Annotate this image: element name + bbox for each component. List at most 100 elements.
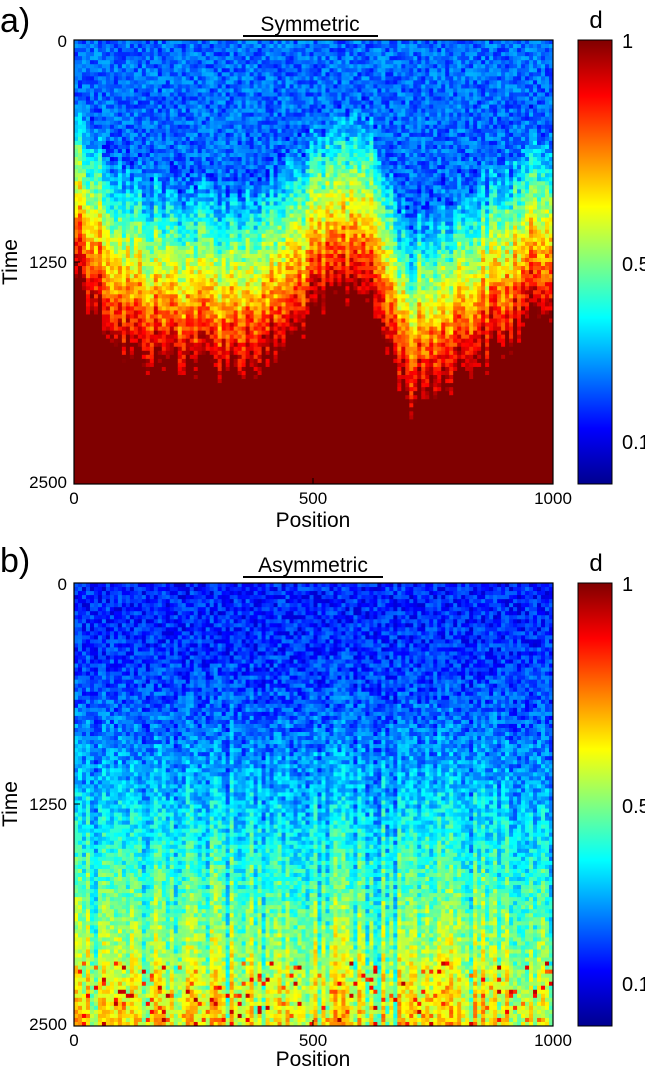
heatmap-cell	[213, 274, 219, 279]
heatmap-cell	[197, 375, 203, 380]
heatmap-cell	[193, 338, 199, 344]
heatmap-cell	[221, 52, 227, 57]
heatmap-cell	[189, 241, 195, 247]
heatmap-cell	[237, 72, 243, 77]
heatmap-cell	[153, 278, 159, 283]
heatmap-cell	[173, 427, 179, 433]
heatmap-cell	[113, 68, 119, 73]
heatmap-cell	[157, 286, 163, 291]
heatmap-cell	[105, 314, 111, 320]
heatmap-cell	[201, 132, 207, 138]
heatmap-cell	[193, 342, 199, 348]
heatmap-cell	[201, 148, 207, 154]
heatmap-cell	[121, 181, 127, 186]
heatmap-cell	[249, 249, 255, 255]
heatmap-cell	[85, 72, 91, 77]
heatmap-cell	[161, 193, 167, 199]
heatmap-cell	[249, 76, 255, 81]
heatmap-cell	[133, 201, 139, 207]
heatmap-cell	[129, 379, 135, 384]
heatmap-cell	[77, 52, 83, 57]
heatmap-cell	[121, 84, 127, 90]
heatmap-cell	[245, 439, 251, 445]
heatmap-cell	[229, 342, 235, 348]
heatmap-cell	[221, 306, 227, 312]
heatmap-cell	[89, 257, 95, 263]
heatmap-cell	[157, 467, 163, 473]
heatmap-cell	[117, 370, 123, 376]
heatmap-cell	[229, 72, 235, 77]
heatmap-cell	[125, 278, 131, 283]
heatmap-cell	[129, 467, 135, 473]
heatmap-cell	[161, 310, 167, 316]
heatmap-cell	[241, 415, 247, 421]
heatmap-cell	[93, 249, 99, 255]
heatmap-cell	[81, 298, 87, 303]
heatmap-cell	[105, 443, 111, 449]
heatmap-cell	[109, 362, 115, 368]
heatmap-cell	[229, 233, 235, 239]
heatmap-cell	[133, 205, 139, 211]
heatmap-cell	[149, 322, 155, 328]
heatmap-cell	[157, 60, 163, 65]
heatmap-cell	[105, 185, 111, 190]
heatmap-cell	[121, 346, 127, 352]
heatmap-cell	[185, 148, 191, 154]
heatmap-cell	[93, 88, 99, 94]
heatmap-cell	[149, 278, 155, 283]
heatmap-cell	[81, 354, 87, 360]
heatmap-cell	[217, 334, 223, 340]
heatmap-cell	[137, 64, 143, 69]
heatmap-cell	[229, 80, 235, 85]
heatmap-cell	[117, 455, 123, 461]
heatmap-cell	[229, 165, 235, 170]
heatmap-cell	[241, 391, 247, 396]
heatmap-cell	[225, 399, 231, 404]
heatmap-cell	[197, 407, 203, 412]
heatmap-cell	[153, 459, 159, 465]
heatmap-cell	[161, 346, 167, 352]
heatmap-cell	[121, 76, 127, 81]
heatmap-cell	[129, 286, 135, 291]
heatmap-cell	[137, 290, 143, 295]
heatmap-cell	[233, 108, 239, 114]
heatmap-cell	[101, 132, 107, 138]
heatmap-cell	[105, 229, 111, 235]
heatmap-cell	[133, 116, 139, 122]
heatmap-cell	[141, 60, 147, 65]
heatmap-cell	[74, 76, 79, 81]
heatmap-cell	[93, 72, 99, 77]
heatmap-cell	[113, 403, 119, 408]
heatmap-cell	[105, 161, 111, 166]
heatmap-cell	[221, 229, 227, 235]
heatmap-cell	[141, 270, 147, 275]
heatmap-cell	[77, 181, 83, 186]
heatmap-cell	[109, 229, 115, 235]
heatmap-cell	[129, 274, 135, 279]
heatmap-cell	[241, 266, 247, 271]
heatmap-cell	[149, 80, 155, 85]
heatmap-cell	[165, 342, 171, 348]
heatmap-cell	[117, 56, 123, 61]
heatmap-cell	[165, 169, 171, 174]
heatmap-cell	[121, 88, 127, 94]
heatmap-cell	[85, 350, 91, 356]
heatmap-cell	[189, 140, 195, 146]
heatmap-cell	[185, 76, 191, 81]
heatmap-cell	[225, 92, 231, 98]
heatmap-cell	[181, 262, 187, 267]
heatmap-cell	[213, 153, 219, 158]
heatmap-cell	[105, 140, 111, 146]
heatmap-cell	[213, 233, 219, 239]
heatmap-cell	[233, 56, 239, 61]
heatmap-cell	[149, 286, 155, 291]
heatmap-cell	[221, 298, 227, 303]
heatmap-cell	[105, 225, 111, 231]
heatmap-cell	[225, 60, 231, 65]
heatmap-cell	[85, 112, 91, 118]
heatmap-cell	[185, 104, 191, 110]
heatmap-cell	[213, 257, 219, 263]
heatmap-cell	[129, 455, 135, 461]
heatmap-cell	[233, 104, 239, 110]
heatmap-cell	[245, 128, 251, 134]
